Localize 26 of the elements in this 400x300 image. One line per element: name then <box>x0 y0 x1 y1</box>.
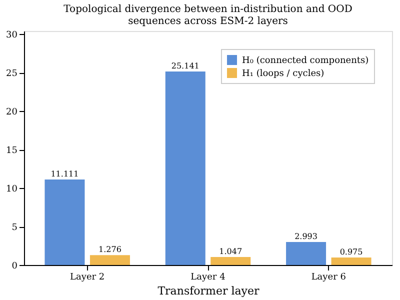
bar <box>210 256 251 265</box>
y-tick-label: 0 <box>12 262 18 272</box>
y-tick-label: 20 <box>6 108 18 118</box>
data-label: 1.047 <box>219 246 242 256</box>
x-tick-label: Layer 2 <box>70 272 105 282</box>
y-tick-label: 10 <box>6 184 18 195</box>
y-tick-label: 15 <box>6 146 18 156</box>
y-tick-label: 25 <box>6 69 18 80</box>
x-tick-label: Layer 4 <box>190 272 226 282</box>
x-axis-title: Transformer layer <box>158 284 260 298</box>
x-tick-label: Layer 6 <box>311 272 346 282</box>
bar <box>165 71 206 265</box>
bar <box>90 255 130 265</box>
bar <box>44 179 85 265</box>
data-label: 2.993 <box>294 232 318 241</box>
data-label: 11.111 <box>50 169 79 178</box>
data-label: 0.975 <box>340 247 363 256</box>
data-label: 25.141 <box>171 61 200 70</box>
chart-title: Topological divergence between in-distribution and OOD sequences across ESM-2 layers <box>64 4 352 28</box>
y-tick-label: 5 <box>12 223 18 234</box>
legend-label: H₀ (connected components) <box>242 56 369 66</box>
data-label: 1.276 <box>98 245 122 254</box>
bar <box>286 242 326 265</box>
bar <box>331 257 372 265</box>
y-tick-label: 30 <box>6 30 18 41</box>
legend-label: H₁ (loops / cycles) <box>242 69 324 79</box>
